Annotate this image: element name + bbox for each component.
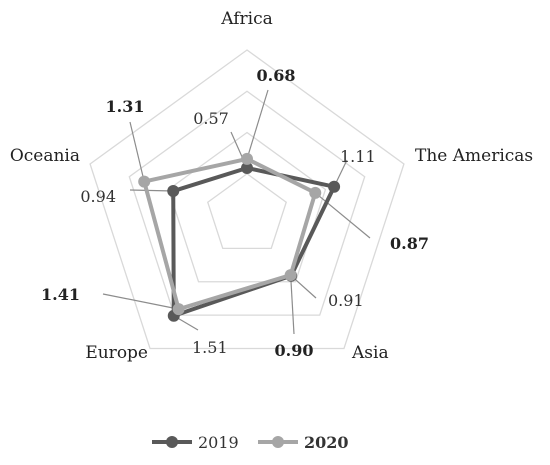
legend: 2019 2020	[152, 433, 349, 452]
point-2020-the-americas	[309, 186, 322, 199]
data-label-2020-oceania: 1.31	[106, 97, 145, 116]
point-2020-oceania	[138, 175, 151, 188]
point-2019-africa	[241, 161, 253, 174]
axis-label-asia: Asia	[351, 343, 389, 363]
leader-line-2020-oceania	[129, 121, 145, 182]
grid-ring-3	[128, 90, 366, 316]
legend-swatch-marker-2019	[166, 436, 178, 448]
legend-label-2020: 2020	[304, 433, 349, 452]
point-2019-the-americas	[328, 180, 341, 193]
series-line-2019	[171, 165, 337, 318]
data-label-2020-africa: 0.68	[257, 66, 296, 85]
legend-swatch-marker-2020	[272, 436, 284, 448]
data-label-2020-the-americas: 0.87	[390, 234, 429, 253]
axis-label-the-americas: The Americas	[415, 146, 533, 166]
data-label-2019-oceania: 0.94	[80, 187, 116, 206]
data-label-2020-asia: 0.90	[275, 341, 314, 360]
grid-ring-4	[89, 49, 405, 350]
leader-line-2020-europe	[102, 293, 179, 310]
grid-ring-1	[207, 172, 287, 250]
leader-line-2020-africa	[246, 89, 269, 160]
leader-line-2019-oceania	[129, 189, 174, 192]
leader-line-2020-the-americas	[314, 192, 371, 239]
axis-label-africa: Africa	[220, 9, 273, 29]
point-2020-asia	[284, 269, 297, 282]
data-label-2020-europe: 1.41	[41, 285, 80, 304]
radar-series	[138, 152, 341, 322]
legend-label-2019: 2019	[198, 433, 239, 452]
axis-label-europe: Europe	[85, 343, 148, 363]
leader-line-2020-asia	[290, 275, 295, 335]
point-2020-europe	[172, 303, 185, 316]
point-2020-africa	[241, 152, 253, 165]
data-label-2019-africa: 0.57	[193, 109, 229, 128]
data-label-2019-asia: 0.91	[328, 291, 364, 310]
point-2019-oceania	[167, 185, 180, 198]
axis-label-oceania: Oceania	[10, 146, 80, 166]
axis-labels: Africa The Americas Asia Europe Oceania	[10, 9, 533, 363]
data-label-2019-the-americas: 1.11	[340, 147, 376, 166]
data-label-2019-europe: 1.51	[192, 338, 228, 357]
data-labels: 0.57 1.11 0.91 1.51 0.94 0.68 0.87 0.90 1.41 1.31	[41, 66, 429, 360]
series-line-2020	[142, 156, 318, 312]
